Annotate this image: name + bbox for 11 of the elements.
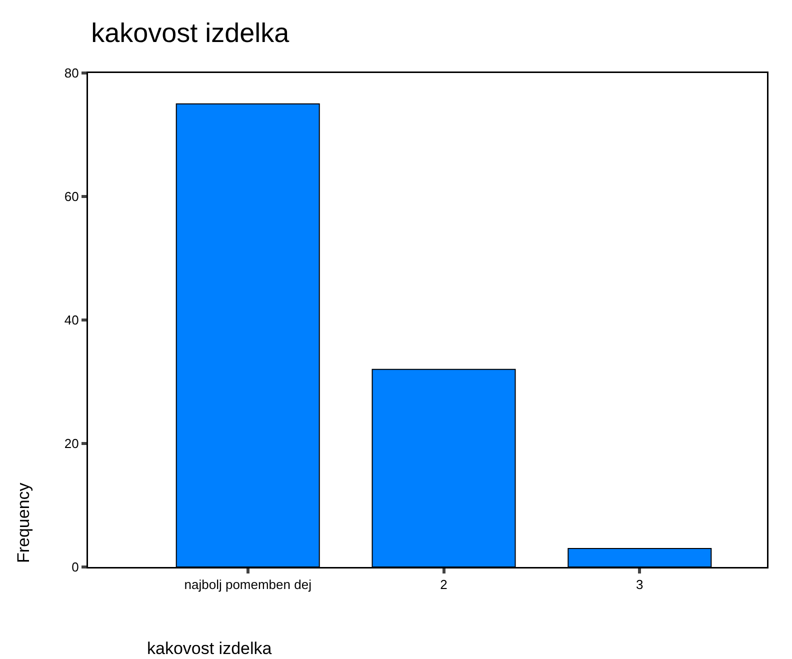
y-tick-label: 40 [64, 312, 79, 328]
x-tick-label: 3 [636, 577, 644, 592]
y-axis-title: Frequency [14, 482, 33, 564]
y-tick-label: 60 [64, 189, 79, 204]
y-tick-label: 20 [64, 436, 79, 452]
y-tick-label: 80 [64, 66, 79, 81]
x-tick-label: 2 [440, 577, 448, 592]
chart-title: kakovost izdelka [91, 18, 290, 48]
x-tick-label: najbolj pomemben dej [184, 577, 312, 592]
y-tick-label: 0 [72, 560, 79, 575]
x-axis-title: kakovost izdelka [147, 639, 272, 658]
